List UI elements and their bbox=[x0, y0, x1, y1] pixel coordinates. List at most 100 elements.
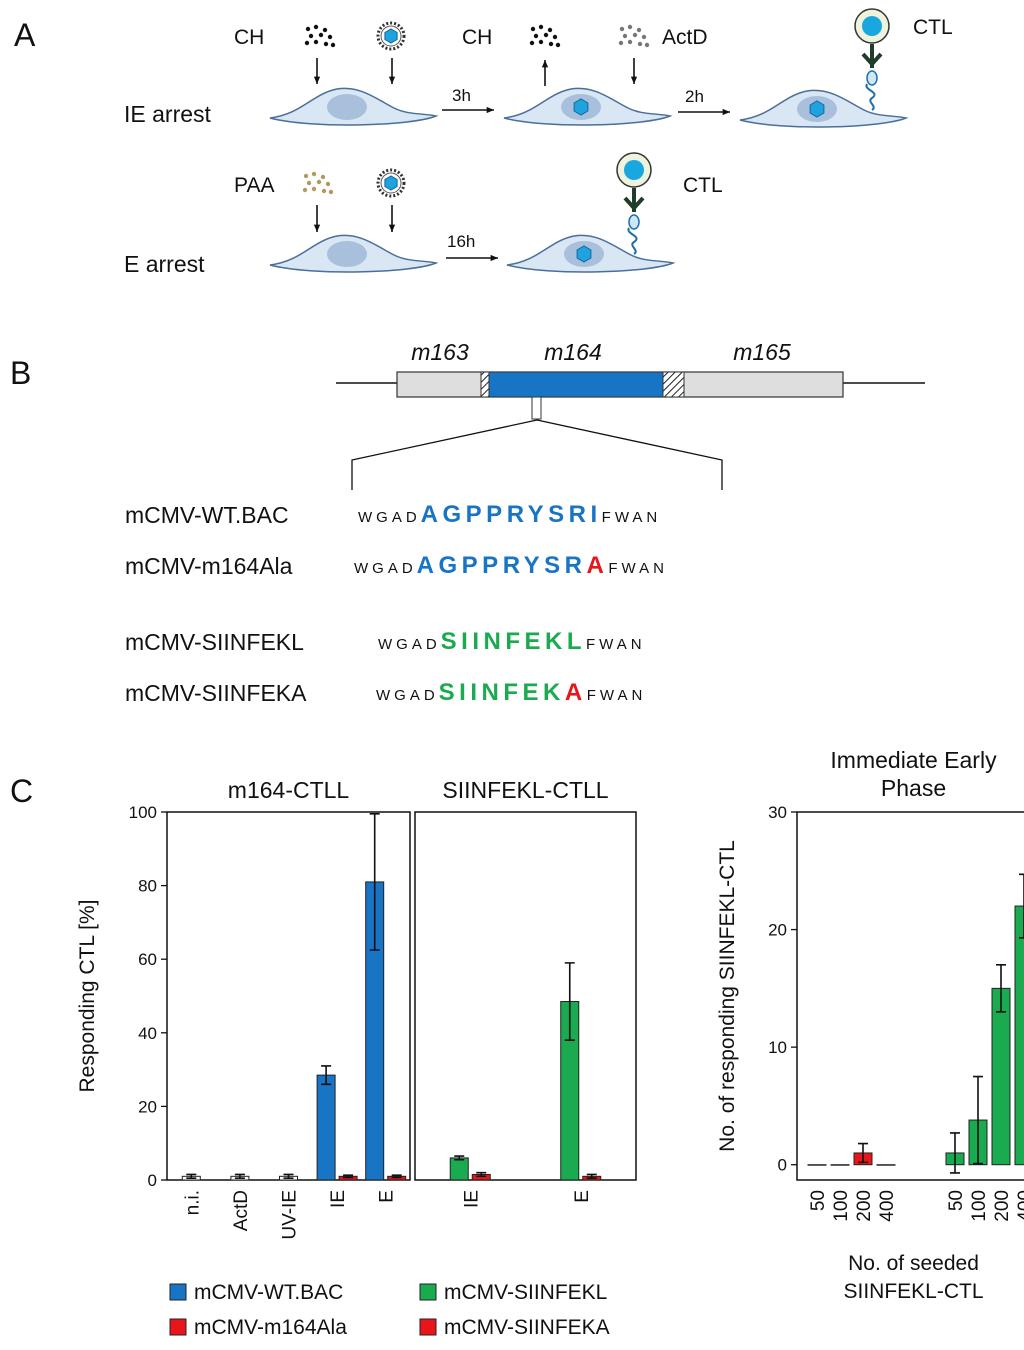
plot-frame bbox=[796, 811, 1024, 1181]
epitope: SIINFEK bbox=[439, 679, 565, 706]
gene-box bbox=[480, 371, 490, 398]
drug-dot bbox=[322, 27, 328, 33]
ctl-nucleus bbox=[862, 16, 882, 36]
flank: WGAD bbox=[378, 636, 441, 653]
bar bbox=[316, 1074, 336, 1181]
y-tick-label: 100 bbox=[129, 803, 157, 822]
drug-dot bbox=[318, 32, 324, 38]
x-tick-label: IE bbox=[461, 1190, 482, 1208]
drug-dot bbox=[308, 33, 314, 39]
drug-dot bbox=[641, 34, 647, 40]
label: mCMV-m164Ala bbox=[125, 553, 293, 579]
legend-label: mCMV-SIINFEKL bbox=[444, 1281, 607, 1304]
arrow-head bbox=[490, 254, 498, 262]
label: E arrest bbox=[124, 251, 205, 277]
gene-box bbox=[662, 371, 685, 398]
drug-dot bbox=[555, 42, 561, 48]
label: mCMV-SIINFEKA bbox=[125, 680, 307, 706]
epitope: AGPPRYSRI bbox=[421, 501, 602, 528]
label: CTL bbox=[913, 16, 953, 39]
chart-title: Phase bbox=[881, 775, 946, 801]
drug-dot bbox=[328, 189, 334, 195]
error-bar bbox=[973, 1075, 983, 1165]
bar bbox=[1014, 905, 1024, 1166]
drug-dot bbox=[538, 39, 544, 45]
flank: WGAD bbox=[354, 560, 417, 577]
x-axis-label: No. of seeded bbox=[848, 1252, 979, 1275]
mhc bbox=[866, 70, 878, 86]
error-bar bbox=[234, 1173, 245, 1179]
drug-dot bbox=[644, 42, 650, 48]
y-tick-label: 0 bbox=[778, 1156, 787, 1175]
epitope: AGPPRYSR bbox=[417, 552, 587, 579]
sequence: WGADSIINFEKAFWAN bbox=[376, 679, 646, 706]
error-bar bbox=[454, 1155, 465, 1161]
drug-dot bbox=[548, 41, 554, 47]
label: ActD bbox=[662, 26, 708, 49]
y-tick-label: 30 bbox=[768, 803, 787, 822]
flank: FWAN bbox=[602, 509, 662, 526]
y-tick-label: 80 bbox=[138, 877, 157, 896]
x-tick-label: E bbox=[377, 1190, 398, 1203]
mhc-stem bbox=[865, 83, 876, 111]
drug-dot bbox=[627, 39, 633, 45]
drug-dot bbox=[316, 179, 322, 185]
drug-dot bbox=[618, 40, 624, 46]
drug-dot bbox=[533, 33, 539, 39]
label: m164 bbox=[544, 339, 602, 365]
label: PAA bbox=[234, 174, 274, 197]
gene-box bbox=[488, 371, 664, 398]
drug-dot bbox=[619, 26, 625, 32]
drug-dot bbox=[321, 188, 327, 194]
x-tick-label: 200 bbox=[854, 1190, 875, 1222]
y-tick-label: 0 bbox=[148, 1171, 157, 1190]
capsid bbox=[809, 100, 825, 118]
error-bar bbox=[858, 1142, 868, 1164]
tcr-arms bbox=[623, 196, 645, 211]
chart-title: Immediate Early bbox=[830, 747, 997, 773]
drug-dot bbox=[313, 24, 319, 30]
sequence: WGADAGPPRYSRIFWAN bbox=[358, 501, 661, 528]
drug-dot bbox=[311, 186, 317, 192]
legend-swatch bbox=[169, 1318, 187, 1336]
label: m165 bbox=[733, 339, 791, 365]
label: 2h bbox=[685, 87, 704, 106]
flank: WGAD bbox=[376, 687, 439, 704]
drug-dot bbox=[304, 40, 310, 46]
arrow-head bbox=[630, 76, 638, 84]
legend-swatch bbox=[419, 1283, 437, 1301]
arrow-head bbox=[313, 224, 321, 232]
label: mCMV-SIINFEKL bbox=[125, 629, 304, 655]
x-tick-label: 400 bbox=[1015, 1190, 1024, 1222]
bar bbox=[807, 1164, 827, 1166]
drug-dot bbox=[303, 173, 309, 179]
plot-frame bbox=[414, 811, 637, 1181]
x-axis-label: SIINFEKL-CTL bbox=[843, 1280, 983, 1303]
sequence: WGADSIINFEKLFWAN bbox=[378, 628, 646, 655]
drug-dot bbox=[313, 39, 319, 45]
error-bar bbox=[586, 1173, 597, 1179]
flank: FWAN bbox=[587, 687, 647, 704]
label: m163 bbox=[411, 339, 469, 365]
panel-label: A bbox=[14, 17, 36, 53]
substitution: A bbox=[586, 552, 608, 579]
y-tick-label: 10 bbox=[768, 1038, 787, 1057]
error-bar bbox=[996, 964, 1006, 1013]
bar bbox=[991, 987, 1011, 1166]
drug-dot bbox=[627, 24, 633, 30]
arrow-head bbox=[388, 76, 396, 84]
error-bar bbox=[564, 962, 575, 1041]
arrow-head bbox=[313, 76, 321, 84]
y-tick-label: 20 bbox=[768, 921, 787, 940]
x-tick-label: 400 bbox=[877, 1190, 898, 1222]
error-bar bbox=[369, 813, 380, 951]
error-bar bbox=[283, 1173, 294, 1179]
ctl-nucleus bbox=[624, 160, 644, 180]
x-tick-label: 100 bbox=[969, 1190, 990, 1222]
label: 3h bbox=[452, 86, 471, 105]
drug-dot bbox=[306, 180, 312, 186]
x-tick-label: 50 bbox=[946, 1190, 967, 1211]
label: IE arrest bbox=[124, 101, 212, 127]
x-tick-label: 200 bbox=[992, 1190, 1013, 1222]
